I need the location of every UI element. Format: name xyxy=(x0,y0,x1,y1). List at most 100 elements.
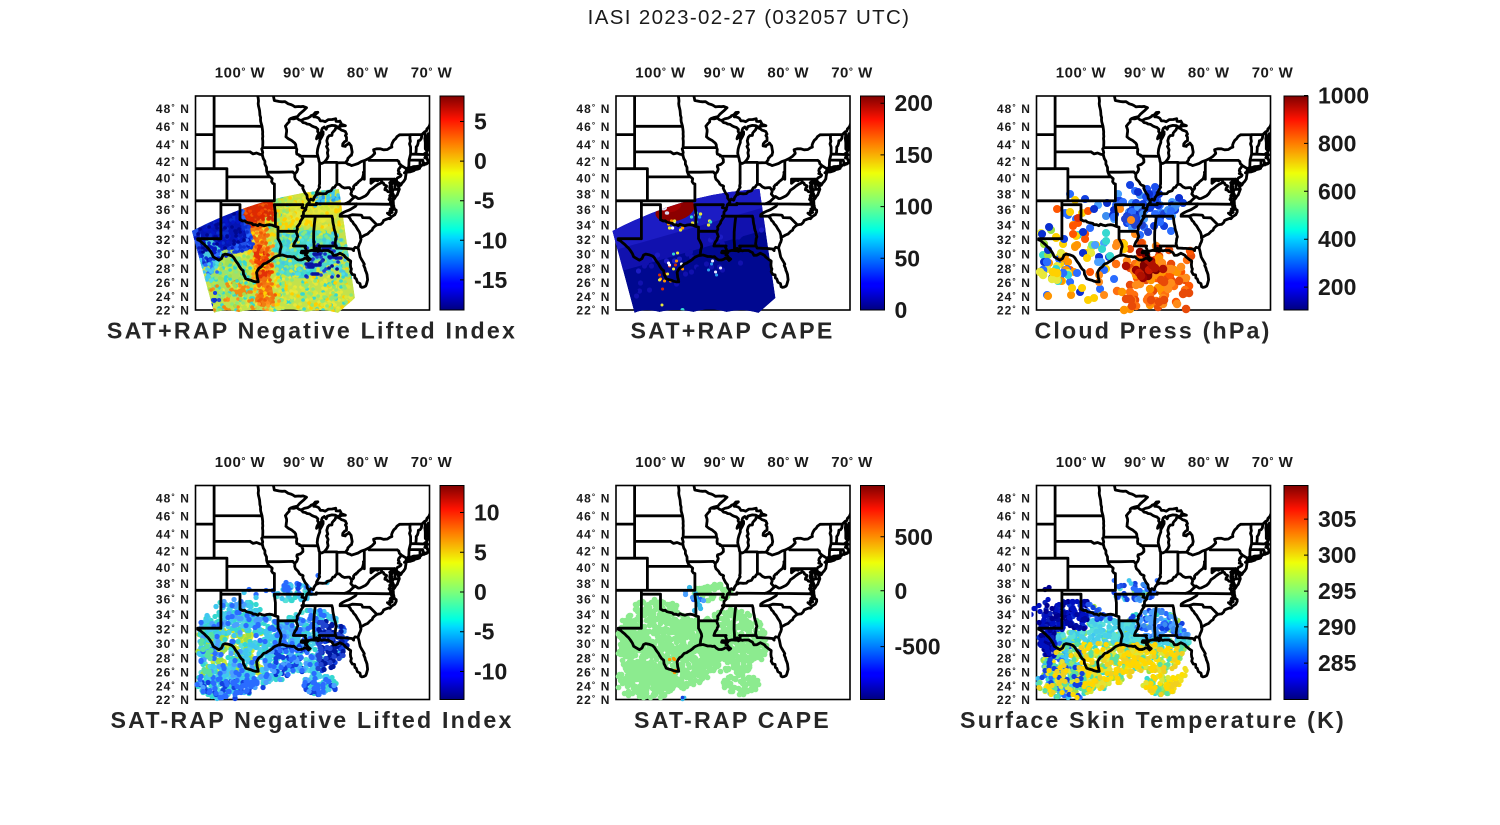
svg-text:600: 600 xyxy=(1318,178,1356,204)
svg-text:34° N: 34° N xyxy=(156,218,190,232)
svg-text:30° N: 30° N xyxy=(156,248,190,262)
svg-text:38° N: 38° N xyxy=(997,188,1031,202)
svg-text:30° N: 30° N xyxy=(576,248,610,262)
svg-text:42° N: 42° N xyxy=(576,155,610,169)
svg-text:32° N: 32° N xyxy=(156,623,190,637)
svg-text:10: 10 xyxy=(474,500,500,526)
svg-text:SAT-RAP CAPE: SAT-RAP CAPE xyxy=(634,707,831,733)
svg-text:28° N: 28° N xyxy=(576,262,610,276)
svg-text:24° N: 24° N xyxy=(156,290,190,304)
svg-text:0: 0 xyxy=(895,578,908,604)
svg-text:Surface Skin Temperature (K): Surface Skin Temperature (K) xyxy=(960,707,1346,733)
svg-text:36° N: 36° N xyxy=(576,593,610,607)
svg-text:70° W: 70° W xyxy=(411,65,453,82)
svg-text:150: 150 xyxy=(895,142,933,168)
svg-text:38° N: 38° N xyxy=(156,577,190,591)
svg-text:28° N: 28° N xyxy=(997,652,1031,666)
svg-text:100° W: 100° W xyxy=(635,65,686,82)
svg-text:36° N: 36° N xyxy=(997,593,1031,607)
svg-text:-10: -10 xyxy=(474,227,507,253)
svg-text:100° W: 100° W xyxy=(1056,65,1107,82)
svg-text:26° N: 26° N xyxy=(576,666,610,680)
svg-text:46° N: 46° N xyxy=(156,510,190,524)
svg-text:80° W: 80° W xyxy=(347,65,389,82)
svg-text:44° N: 44° N xyxy=(576,527,610,541)
svg-text:48° N: 48° N xyxy=(576,491,610,505)
svg-text:40° N: 40° N xyxy=(156,561,190,575)
svg-text:34° N: 34° N xyxy=(997,218,1031,232)
svg-text:40° N: 40° N xyxy=(997,561,1031,575)
svg-text:305: 305 xyxy=(1318,506,1357,532)
svg-text:36° N: 36° N xyxy=(156,203,190,217)
svg-text:22° N: 22° N xyxy=(156,693,190,707)
svg-text:48° N: 48° N xyxy=(156,102,190,116)
svg-text:1000: 1000 xyxy=(1318,83,1369,109)
svg-text:46° N: 46° N xyxy=(997,510,1031,524)
svg-text:40° N: 40° N xyxy=(576,561,610,575)
svg-text:70° W: 70° W xyxy=(831,454,873,471)
svg-text:24° N: 24° N xyxy=(156,679,190,693)
svg-text:32° N: 32° N xyxy=(576,233,610,247)
svg-text:26° N: 26° N xyxy=(997,276,1031,290)
svg-text:24° N: 24° N xyxy=(997,290,1031,304)
svg-text:42° N: 42° N xyxy=(156,155,190,169)
svg-text:46° N: 46° N xyxy=(997,120,1031,134)
svg-text:38° N: 38° N xyxy=(156,188,190,202)
svg-text:-5: -5 xyxy=(474,619,495,645)
svg-text:70° W: 70° W xyxy=(1252,454,1294,471)
svg-text:30° N: 30° N xyxy=(997,637,1031,651)
svg-text:SAT+RAP Negative Lifted Index: SAT+RAP Negative Lifted Index xyxy=(107,318,517,344)
svg-text:-10: -10 xyxy=(474,659,507,685)
svg-text:28° N: 28° N xyxy=(156,262,190,276)
svg-text:32° N: 32° N xyxy=(997,233,1031,247)
svg-text:22° N: 22° N xyxy=(997,693,1031,707)
svg-text:38° N: 38° N xyxy=(576,577,610,591)
svg-text:34° N: 34° N xyxy=(997,608,1031,622)
svg-text:290: 290 xyxy=(1318,614,1356,640)
svg-text:38° N: 38° N xyxy=(576,188,610,202)
svg-text:200: 200 xyxy=(895,90,933,116)
svg-text:22° N: 22° N xyxy=(576,303,610,317)
svg-text:34° N: 34° N xyxy=(576,218,610,232)
svg-text:SAT+RAP CAPE: SAT+RAP CAPE xyxy=(631,318,835,344)
svg-text:24° N: 24° N xyxy=(997,679,1031,693)
svg-text:70° W: 70° W xyxy=(411,454,453,471)
svg-text:48° N: 48° N xyxy=(576,102,610,116)
svg-text:22° N: 22° N xyxy=(156,303,190,317)
svg-text:0: 0 xyxy=(474,148,487,174)
svg-text:80° W: 80° W xyxy=(767,65,809,82)
svg-text:32° N: 32° N xyxy=(156,233,190,247)
svg-text:34° N: 34° N xyxy=(576,608,610,622)
svg-text:-15: -15 xyxy=(474,267,507,293)
svg-text:38° N: 38° N xyxy=(997,577,1031,591)
svg-text:42° N: 42° N xyxy=(156,544,190,558)
svg-text:40° N: 40° N xyxy=(576,171,610,185)
svg-text:48° N: 48° N xyxy=(997,491,1031,505)
svg-text:22° N: 22° N xyxy=(997,303,1031,317)
svg-text:Cloud Press (hPa): Cloud Press (hPa) xyxy=(1034,318,1271,344)
svg-text:22° N: 22° N xyxy=(576,693,610,707)
svg-text:90° W: 90° W xyxy=(704,65,746,82)
svg-text:0: 0 xyxy=(474,579,487,605)
svg-text:285: 285 xyxy=(1318,650,1357,676)
svg-text:46° N: 46° N xyxy=(576,510,610,524)
svg-text:24° N: 24° N xyxy=(576,679,610,693)
svg-text:50: 50 xyxy=(895,245,921,271)
svg-text:90° W: 90° W xyxy=(1124,65,1166,82)
svg-text:44° N: 44° N xyxy=(156,527,190,541)
svg-text:30° N: 30° N xyxy=(576,637,610,651)
svg-text:30° N: 30° N xyxy=(156,637,190,651)
svg-text:SAT-RAP Negative Lifted Index: SAT-RAP Negative Lifted Index xyxy=(110,707,513,733)
svg-text:36° N: 36° N xyxy=(156,593,190,607)
svg-text:5: 5 xyxy=(474,539,487,565)
svg-text:36° N: 36° N xyxy=(576,203,610,217)
svg-text:80° W: 80° W xyxy=(1188,65,1230,82)
svg-text:300: 300 xyxy=(1318,542,1356,568)
svg-text:100° W: 100° W xyxy=(215,454,266,471)
svg-text:100° W: 100° W xyxy=(215,65,266,82)
svg-text:44° N: 44° N xyxy=(997,138,1031,152)
svg-text:70° W: 70° W xyxy=(1252,65,1294,82)
svg-text:800: 800 xyxy=(1318,130,1356,156)
svg-text:70° W: 70° W xyxy=(831,65,873,82)
svg-text:30° N: 30° N xyxy=(997,248,1031,262)
